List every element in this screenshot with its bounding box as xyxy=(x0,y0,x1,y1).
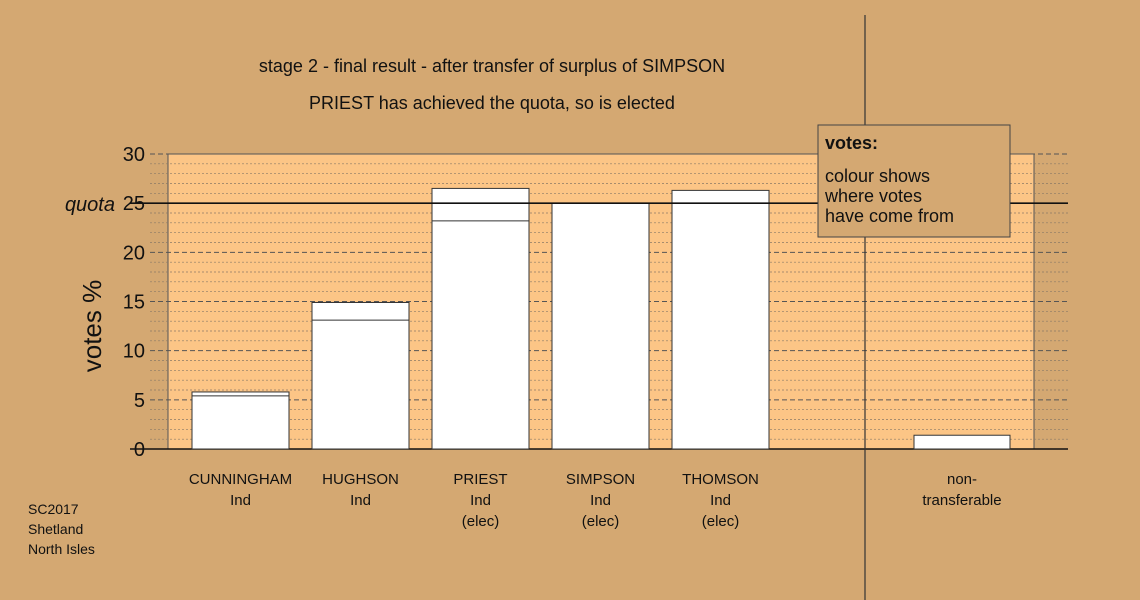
category-label-line: Ind xyxy=(350,492,371,509)
y-tick-label: 30 xyxy=(123,144,145,166)
category-label-line: (elec) xyxy=(462,513,500,530)
bar-cunningham xyxy=(191,391,290,450)
footer-line-3: North Isles xyxy=(28,541,95,557)
category-label-line: (elec) xyxy=(702,513,740,530)
legend-title: votes: xyxy=(825,133,878,153)
category-label-line: Ind xyxy=(230,492,251,509)
y-tick-label: 5 xyxy=(134,390,145,412)
footer-line-2: Shetland xyxy=(28,521,83,537)
category-label-line: CUNNINGHAM xyxy=(189,471,292,488)
y-tick-label: 20 xyxy=(123,242,145,264)
chart-subtitle: PRIEST has achieved the quota, so is ele… xyxy=(309,93,675,113)
category-label-line: SIMPSON xyxy=(566,471,635,488)
y-tick-labels: 0 5 10 15 20 25 30 xyxy=(123,144,145,461)
y-tick-label: 15 xyxy=(123,292,145,314)
bar-simpson xyxy=(551,202,650,450)
y-tick-label: 25 xyxy=(123,193,145,215)
y-tick-label: 10 xyxy=(123,341,145,363)
legend: votes: colour shows where votes have com… xyxy=(817,124,1011,238)
non-transferable-label: transferable xyxy=(922,492,1001,509)
bar-thomson xyxy=(671,189,770,450)
category-label-line: Ind xyxy=(710,492,731,509)
chart-title: stage 2 - final result - after transfer … xyxy=(259,56,725,76)
bars xyxy=(191,187,1011,450)
legend-box xyxy=(817,124,1011,238)
bar-hughson xyxy=(311,301,410,450)
y-axis-label: votes % xyxy=(77,280,107,373)
bar-non-transferable xyxy=(913,434,1011,450)
category-label-line: HUGHSON xyxy=(322,471,399,488)
category-label-line: Ind xyxy=(590,492,611,509)
quota-label: quota xyxy=(65,194,115,216)
category-label-line: THOMSON xyxy=(682,471,759,488)
legend-line-1: colour shows xyxy=(825,166,930,186)
category-labels: CUNNINGHAM Ind HUGHSON Ind PRIEST Ind (elec) SI… xyxy=(189,471,1002,530)
legend-line-2: where votes xyxy=(824,186,922,206)
category-label-line: (elec) xyxy=(582,513,620,530)
category-label-line: PRIEST xyxy=(453,471,507,488)
category-label-line: Ind xyxy=(470,492,491,509)
legend-line-3: have come from xyxy=(825,206,954,226)
y-tick-label: 0 xyxy=(134,439,145,461)
non-transferable-label: non- xyxy=(947,471,977,488)
bar-priest xyxy=(431,187,530,450)
footer-line-1: SC2017 xyxy=(28,501,79,517)
